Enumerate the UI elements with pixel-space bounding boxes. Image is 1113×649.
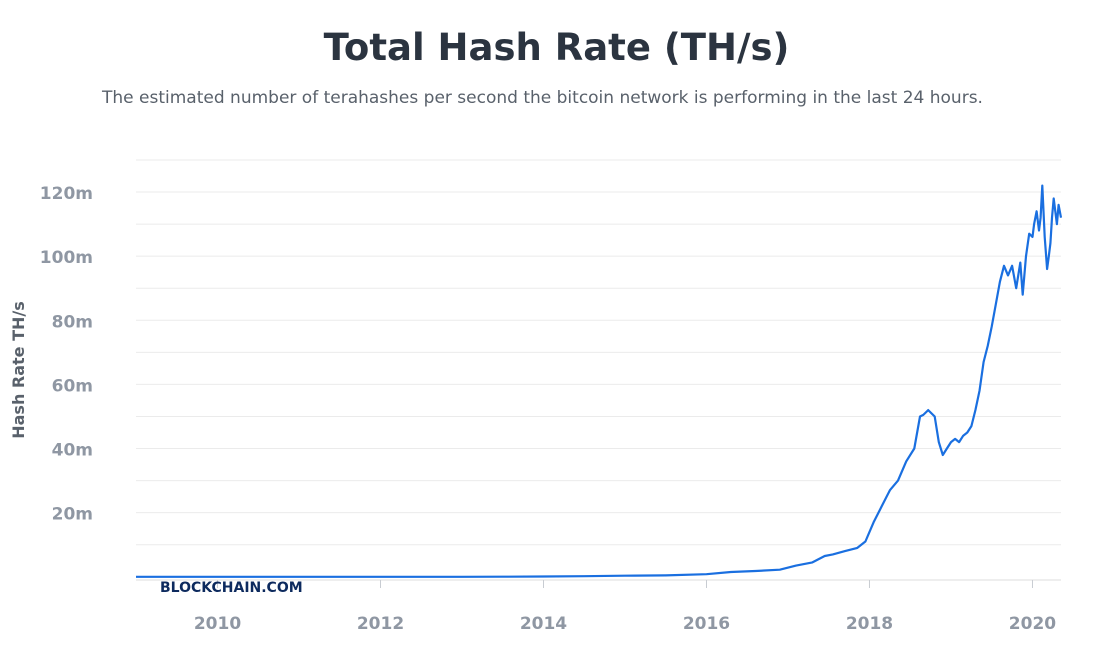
y-tick-labels: 20m 40m 60m 80m 100m 120m: [40, 184, 93, 525]
grid-lines: [136, 159, 1061, 581]
hash-rate-series-line: [136, 184, 1063, 578]
x-tick-label: 2012: [357, 614, 404, 634]
x-tick-label: 2016: [683, 614, 730, 634]
y-tick-label: 40m: [52, 441, 93, 461]
x-tick-label: 2010: [194, 614, 241, 634]
y-tick-label: 80m: [52, 312, 93, 332]
chart-subtitle: The estimated number of terahashes per s…: [102, 88, 983, 108]
y-tick-label: 20m: [52, 505, 93, 525]
y-tick-label: 100m: [40, 248, 93, 268]
x-tick-label: 2014: [520, 614, 567, 634]
y-tick-label: 120m: [40, 184, 93, 204]
y-axis-label: Hash Rate TH/s: [9, 301, 28, 439]
chart-title: Total Hash Rate (TH/s): [323, 26, 790, 69]
x-tick-label: 2018: [846, 614, 893, 634]
blockchain-watermark: BLOCKCHAIN.COM: [160, 580, 303, 596]
x-tick-label: 2020: [1009, 614, 1056, 634]
y-tick-label: 60m: [52, 376, 93, 396]
x-tick-labels: 2010 2012 2014 2016 2018 2020: [194, 580, 1056, 634]
